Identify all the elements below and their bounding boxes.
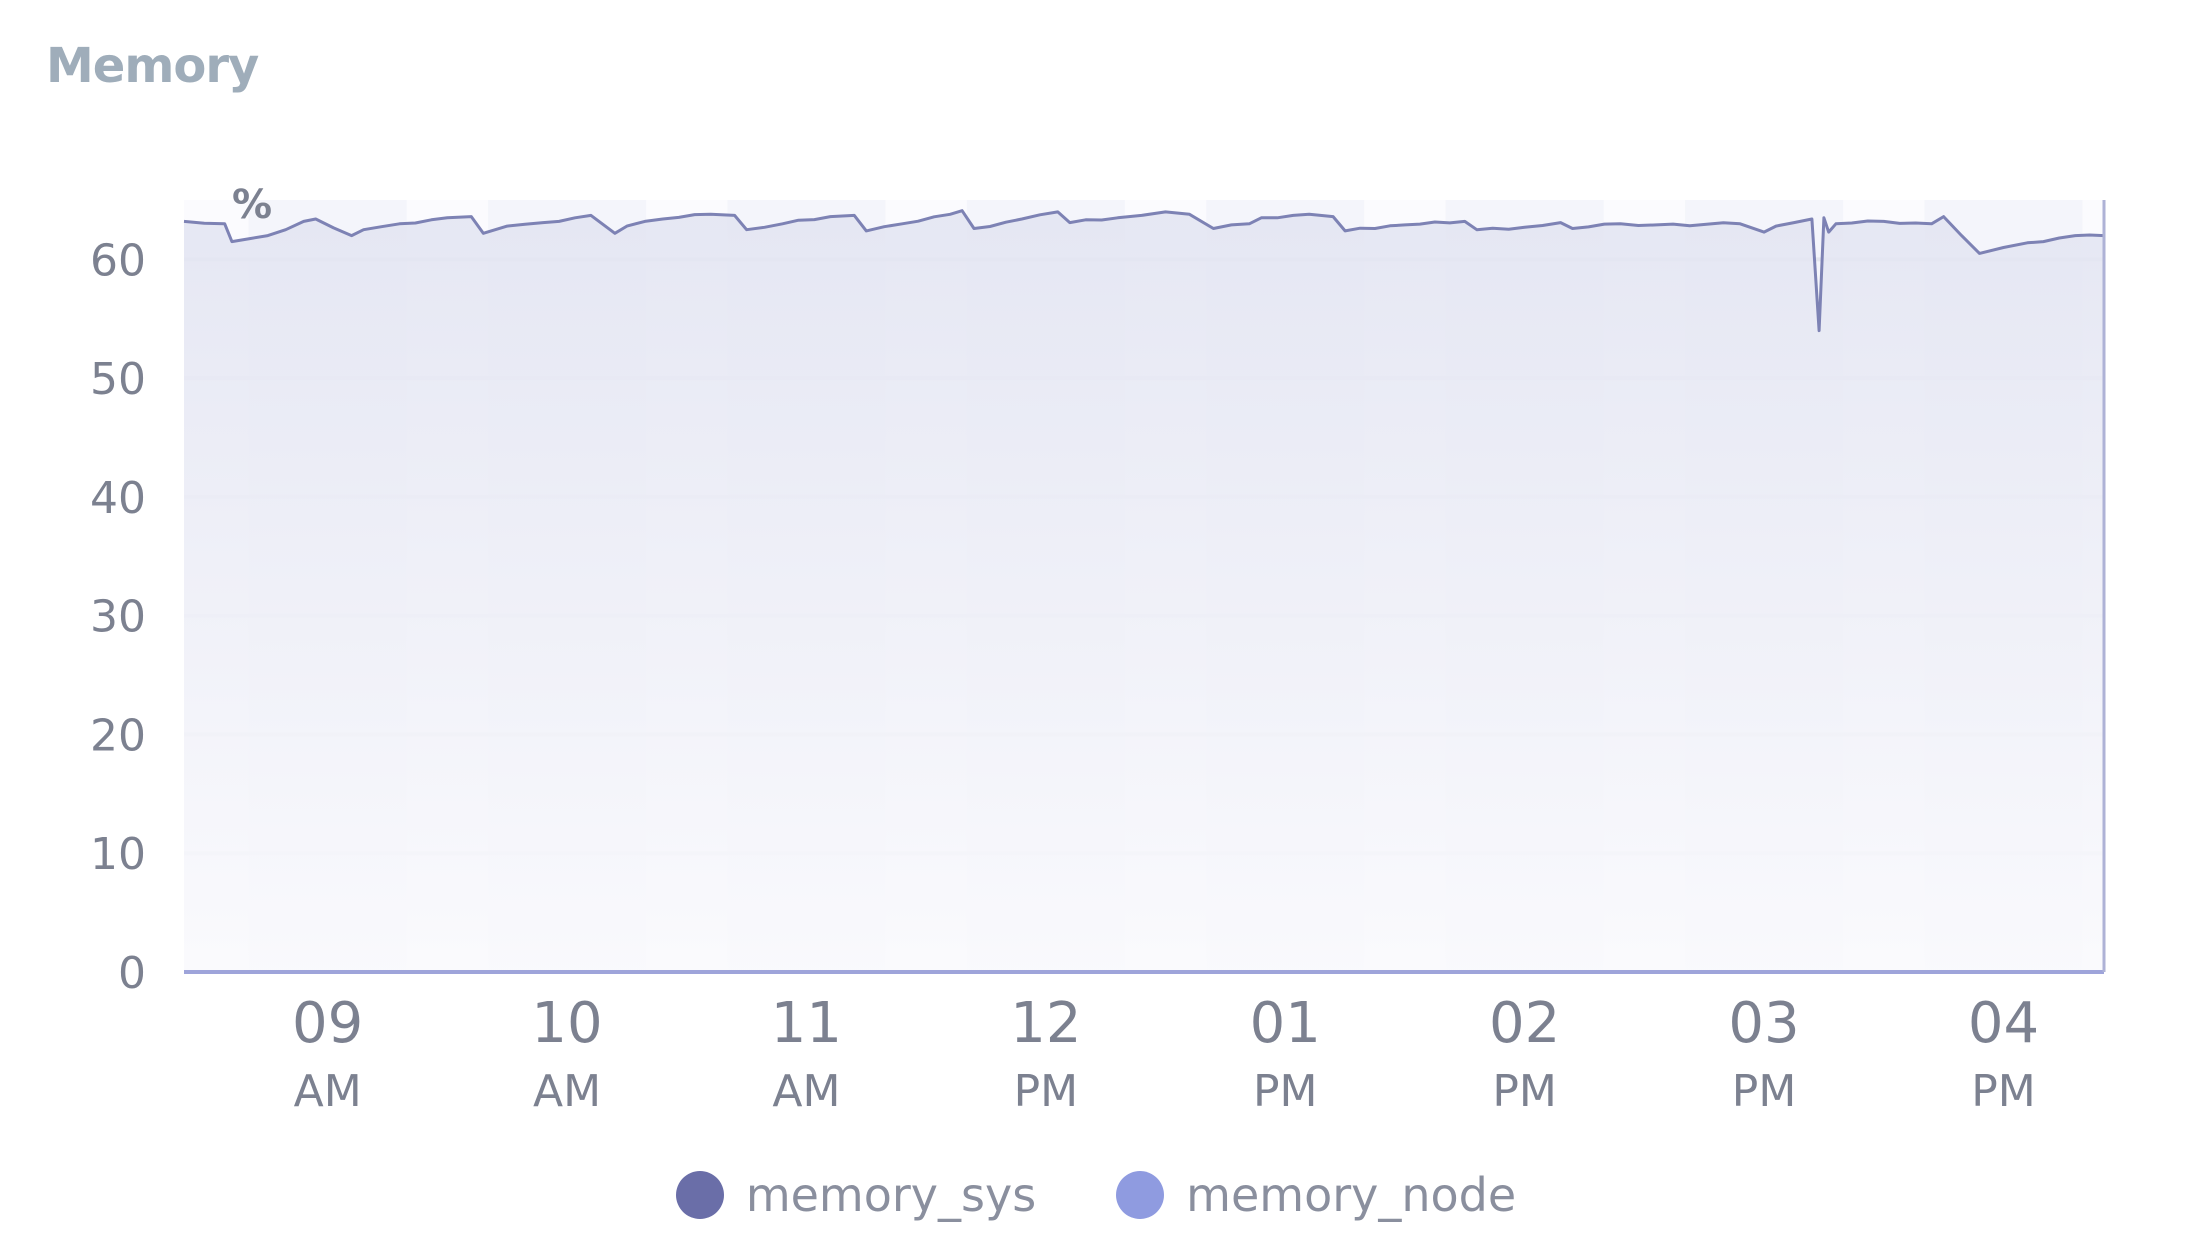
y-tick-label: 30 xyxy=(90,592,146,643)
x-tick-hour: 04 xyxy=(1968,991,2039,1056)
x-tick-hour: 02 xyxy=(1489,991,1560,1056)
x-tick-ampm: PM xyxy=(1971,1066,2036,1117)
x-tick-hour: 03 xyxy=(1728,991,1799,1056)
series-line-memory-sys xyxy=(183,209,2105,333)
legend-swatch-memory-node xyxy=(1116,1171,1165,1219)
x-tick-ampm: PM xyxy=(1732,1066,1797,1117)
x-tick-hour: 12 xyxy=(1010,991,1081,1056)
x-tick-ampm: AM xyxy=(772,1066,840,1117)
y-tick-label: 20 xyxy=(90,710,146,761)
y-tick-label: 60 xyxy=(90,235,146,286)
series-area-memory-sys xyxy=(184,210,2104,972)
legend-item-memory-node[interactable]: memory_node xyxy=(1116,1168,1516,1222)
y-tick-label: 10 xyxy=(90,829,146,880)
legend-item-memory-sys[interactable]: memory_sys xyxy=(675,1168,1037,1222)
y-tick-label: 40 xyxy=(90,473,146,524)
y-axis-labels: 0 10 20 30 40 50 60% xyxy=(90,182,272,999)
x-tick-ampm: PM xyxy=(1014,1066,1079,1117)
y-tick-label: 50 xyxy=(90,354,146,405)
x-tick-hour: 09 xyxy=(292,991,363,1056)
panel-title: Memory xyxy=(46,38,259,94)
x-tick-ampm: AM xyxy=(533,1066,601,1117)
legend-swatch-memory-sys xyxy=(675,1171,724,1219)
x-tick-hour: 01 xyxy=(1250,991,1321,1056)
x-tick-hour: 11 xyxy=(771,991,842,1056)
x-tick-ampm: AM xyxy=(294,1066,362,1117)
y-unit-label: % xyxy=(232,182,272,228)
x-axis-labels: 09 AM 10 AM 11 AM 12 PM 01 PM 02 PM 03 PM 04 PM xyxy=(292,991,2039,1117)
x-tick-hour: 10 xyxy=(531,991,602,1056)
legend: memory_sys memory_node xyxy=(0,1168,2192,1222)
y-tick-label: 0 xyxy=(118,948,146,999)
x-tick-ampm: PM xyxy=(1492,1066,1557,1117)
legend-label-memory-node: memory_node xyxy=(1186,1168,1517,1222)
series-area xyxy=(183,200,2106,974)
x-tick-ampm: PM xyxy=(1253,1066,1318,1117)
legend-label-memory-sys: memory_sys xyxy=(745,1168,1037,1222)
